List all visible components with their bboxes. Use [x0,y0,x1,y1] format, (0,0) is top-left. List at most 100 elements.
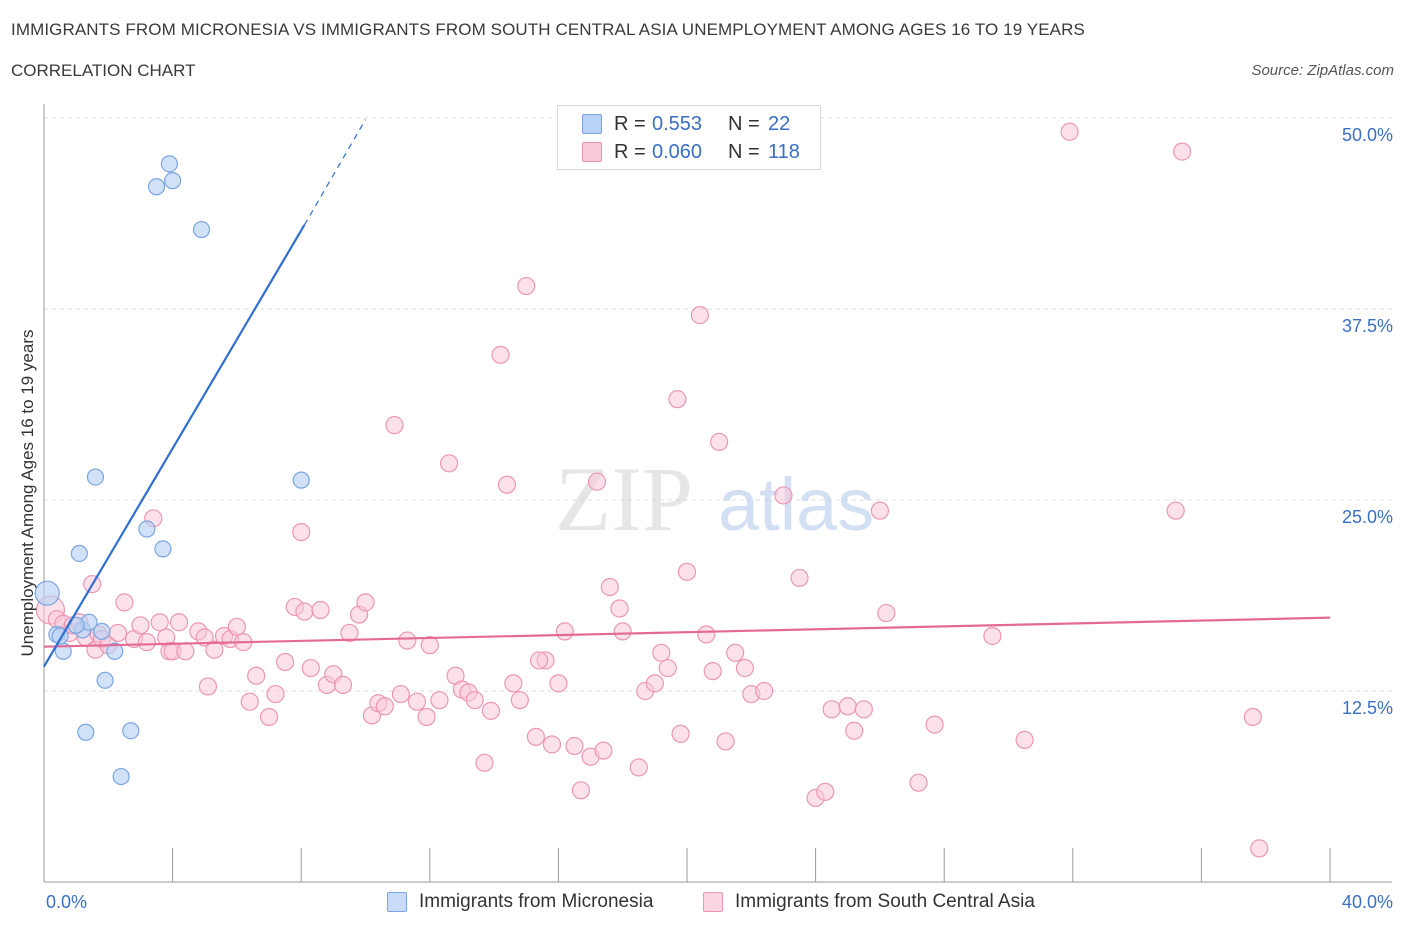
data-point-micronesia [192,220,211,239]
data-point-south-central-asia [690,306,709,325]
data-point-south-central-asia [677,562,697,581]
data-point-south-central-asia [417,707,436,727]
data-point-south-central-asia [430,691,449,710]
data-point-micronesia [96,671,114,689]
data-point-south-central-asia [610,599,629,618]
data-point-south-central-asia [822,700,841,719]
data-point-micronesia [154,540,172,558]
data-point-micronesia [160,155,178,173]
data-point-south-central-asia [481,701,500,720]
bottom-legend-micronesia: Immigrants from Micronesia [387,890,653,914]
bottom-legend-label: Immigrants from Micronesia [419,891,654,912]
data-point-south-central-asia [530,651,549,670]
data-point-south-central-asia [697,625,716,644]
data-point-micronesia [112,767,130,786]
data-point-south-central-asia [542,735,562,754]
data-point-micronesia [70,544,88,563]
data-point-south-central-asia [816,782,835,801]
data-point-south-central-asia [375,697,394,716]
data-point-south-central-asia [1173,142,1192,161]
data-point-south-central-asia [877,603,896,623]
data-point-south-central-asia [870,501,890,520]
legend-r-label: R = [614,140,646,163]
data-point-south-central-asia [504,674,523,693]
data-point-south-central-asia [652,643,671,662]
data-point-south-central-asia [247,666,266,685]
y-tick-label: 50.0% [1342,125,1393,145]
data-point-south-central-asia [710,432,729,452]
data-point-south-central-asia [613,622,632,641]
data-point-south-central-asia [571,781,591,800]
data-point-south-central-asia [311,600,330,620]
data-point-south-central-asia [407,692,427,711]
bottom-legend-label: Immigrants from South Central Asia [735,891,1035,912]
data-point-south-central-asia [983,626,1002,646]
data-point-south-central-asia [854,700,873,719]
legend-n-value: 118 [768,140,800,163]
data-point-micronesia [138,520,156,538]
data-point-south-central-asia [497,475,517,494]
data-point-south-central-asia [671,724,690,743]
data-point-micronesia [147,178,166,196]
data-point-south-central-asia [526,727,545,746]
bottom-legend-swatch-pink [703,892,723,912]
watermark-atlas: atlas [718,463,874,546]
data-point-south-central-asia [276,652,295,672]
data-point-south-central-asia [594,741,613,760]
data-point-south-central-asia [205,640,224,659]
data-point-south-central-asia [845,721,864,740]
data-point-south-central-asia [790,568,809,588]
data-point-south-central-asia [385,416,404,435]
data-point-south-central-asia [1166,501,1185,520]
data-point-south-central-asia [150,613,169,632]
data-point-south-central-asia [549,674,568,693]
chart-subtitle: CORRELATION CHART [11,61,196,80]
y-tick-label: 12.5% [1342,698,1393,718]
data-point-south-central-asia [465,691,484,710]
trendline-micronesia-extension [303,119,367,226]
tick-labels: 12.5% 25.0% 37.5% 50.0% 0.0% 40.0% [46,125,1393,912]
data-point-south-central-asia [735,658,754,678]
axes [43,104,1392,883]
data-point-micronesia [292,471,310,489]
data-point-south-central-asia [420,636,439,655]
data-point-south-central-asia [726,643,745,662]
data-point-south-central-asia [510,691,529,710]
data-point-south-central-asia [1243,707,1262,727]
bottom-legend-swatch-blue [387,892,407,912]
legend-row-micronesia: R = 0.553 N = 22 [582,111,790,137]
data-point-south-central-asia [198,677,218,696]
y-tick-label: 25.0% [1342,507,1393,527]
data-point-south-central-asia [774,486,793,505]
data-point-micronesia [106,642,124,660]
data-point-south-central-asia [565,736,584,756]
data-point-south-central-asia [668,390,687,409]
data-point-south-central-asia [301,658,320,678]
data-point-south-central-asia [1250,839,1269,858]
data-point-south-central-asia [259,707,279,727]
legend-n-value: 22 [768,112,791,135]
data-point-micronesia [77,723,95,741]
data-point-micronesia [122,722,140,740]
gridlines [44,117,1392,692]
data-point-micronesia [34,580,60,606]
data-point-south-central-asia [703,662,722,681]
legend-swatch-pink [582,142,602,162]
x-tick-label: 40.0% [1342,892,1393,912]
watermark: ZIP atlas [555,448,874,550]
data-point-micronesia [164,172,182,190]
legend-row-south-central-asia: R = 0.060 N = 118 [582,139,800,165]
data-point-south-central-asia [292,522,311,542]
data-point-micronesia [86,468,105,486]
legend-r-label: R = [614,112,646,135]
data-point-south-central-asia [340,623,359,643]
blue-series-points [34,155,310,786]
data-point-south-central-asia [295,602,314,621]
legend-swatch-blue [582,114,602,134]
data-point-south-central-asia [391,684,410,704]
legend-r-value: 0.553 [652,112,703,135]
data-point-south-central-asia [131,616,150,635]
watermark-zip: ZIP [555,448,693,550]
data-point-south-central-asia [356,593,375,612]
